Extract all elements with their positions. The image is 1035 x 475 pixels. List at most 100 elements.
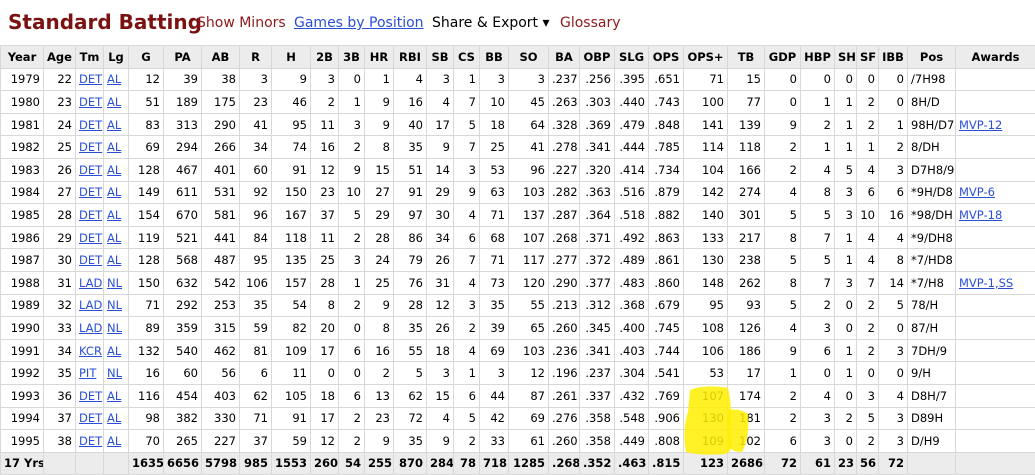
cell-link[interactable]: DET	[79, 253, 102, 267]
table-cell: 100	[684, 91, 728, 114]
glossary-link[interactable]: Glossary	[560, 15, 621, 31]
table-cell: 37	[240, 430, 272, 453]
column-header[interactable]: 3B	[339, 46, 365, 69]
column-header[interactable]: IBB	[879, 46, 908, 69]
column-header[interactable]: CS	[454, 46, 480, 69]
table-cell: 28	[311, 271, 339, 294]
cell-link[interactable]: DET	[79, 208, 102, 222]
table-cell: 540	[164, 339, 202, 362]
table-cell: *9/DH8	[908, 226, 956, 249]
column-header[interactable]: TB	[728, 46, 765, 69]
cell-link[interactable]: DET	[79, 118, 102, 132]
column-header[interactable]: H	[272, 46, 311, 69]
column-header[interactable]: SB	[427, 46, 454, 69]
column-header[interactable]: Awards	[956, 46, 1035, 69]
cell-link[interactable]: DET	[79, 185, 102, 199]
column-header[interactable]: Pos	[908, 46, 956, 69]
table-cell: 1983	[1, 158, 44, 181]
column-header[interactable]: Lg	[104, 46, 129, 69]
cell-link[interactable]: AL	[107, 95, 121, 109]
cell-link[interactable]: DET	[79, 411, 102, 425]
column-header[interactable]: OBP	[580, 46, 615, 69]
column-header[interactable]: HBP	[801, 46, 835, 69]
cell-link[interactable]: DET	[79, 163, 102, 177]
table-cell: 290	[202, 113, 240, 136]
cell-link[interactable]: AL	[107, 185, 121, 199]
table-cell: 96	[240, 204, 272, 227]
table-cell: 53	[480, 158, 509, 181]
share-export-menu[interactable]: Share & Export ▾	[432, 15, 550, 31]
cell-link[interactable]: NL	[107, 276, 122, 290]
column-header[interactable]: RBI	[394, 46, 427, 69]
table-cell: 35	[394, 136, 427, 159]
cell-link[interactable]: DET	[79, 231, 102, 245]
cell-link[interactable]: DET	[79, 72, 102, 86]
cell-link[interactable]: AL	[107, 434, 121, 448]
column-header[interactable]: Age	[44, 46, 76, 69]
cell-link[interactable]: AL	[107, 140, 121, 154]
table-cell: 0	[879, 68, 908, 91]
cell-link[interactable]: NL	[107, 298, 122, 312]
cell-link[interactable]: AL	[107, 163, 121, 177]
table-cell: .260	[549, 430, 580, 453]
cell-link[interactable]: PIT	[79, 366, 96, 380]
table-cell: .276	[549, 407, 580, 430]
award-link[interactable]: MVP-18	[959, 208, 1002, 222]
cell-link[interactable]: AL	[107, 208, 121, 222]
table-cell: .358	[580, 407, 615, 430]
table-cell: .734	[649, 158, 684, 181]
column-header[interactable]: PA	[164, 46, 202, 69]
column-header[interactable]: OPS+	[684, 46, 728, 69]
column-header[interactable]: HR	[365, 46, 394, 69]
cell-link[interactable]: AL	[107, 253, 121, 267]
cell-link[interactable]: AL	[107, 118, 121, 132]
cell-link[interactable]: NL	[107, 366, 122, 380]
games-by-position-link[interactable]: Games by Position	[294, 15, 424, 31]
cell-link[interactable]: DET	[79, 95, 102, 109]
column-header[interactable]: SF	[857, 46, 879, 69]
award-link[interactable]: MVP-12	[959, 118, 1002, 132]
column-header[interactable]: R	[240, 46, 272, 69]
column-header[interactable]: Tm	[76, 46, 104, 69]
award-link[interactable]: MVP-6	[959, 185, 995, 199]
cell-link[interactable]: LAD	[79, 276, 102, 290]
column-header[interactable]: OPS	[649, 46, 684, 69]
column-header[interactable]: SLG	[615, 46, 649, 69]
cell-link[interactable]: AL	[107, 72, 121, 86]
column-header[interactable]: SO	[509, 46, 549, 69]
column-header[interactable]: GDP	[765, 46, 801, 69]
column-header[interactable]: AB	[202, 46, 240, 69]
award-link[interactable]: MVP-1,SS	[959, 276, 1013, 290]
table-cell: DET	[76, 136, 104, 159]
column-header[interactable]: G	[129, 46, 164, 69]
column-header[interactable]: 2B	[311, 46, 339, 69]
cell-link[interactable]: AL	[107, 344, 121, 358]
cell-link[interactable]: DET	[79, 389, 102, 403]
table-cell: 1992	[1, 362, 44, 385]
table-cell: .268	[549, 452, 580, 475]
table-cell: 3	[879, 430, 908, 453]
table-cell	[76, 452, 104, 475]
cell-link[interactable]: LAD	[79, 321, 102, 335]
column-header[interactable]: BB	[480, 46, 509, 69]
column-header[interactable]: BA	[549, 46, 580, 69]
table-cell: D/H9	[908, 430, 956, 453]
cell-link[interactable]: AL	[107, 411, 121, 425]
cell-link[interactable]: DET	[79, 140, 102, 154]
table-cell: 7	[857, 271, 879, 294]
table-cell: 0	[835, 317, 857, 340]
cell-link[interactable]: KCR	[79, 344, 102, 358]
show-minors-link[interactable]: Show Minors	[197, 15, 286, 31]
cell-link[interactable]: NL	[107, 321, 122, 335]
cell-link[interactable]: AL	[107, 389, 121, 403]
cell-link[interactable]: DET	[79, 434, 102, 448]
column-header[interactable]: Year	[1, 46, 44, 69]
cell-link[interactable]: AL	[107, 231, 121, 245]
column-header[interactable]: SH	[835, 46, 857, 69]
table-cell: 15	[728, 68, 765, 91]
cell-link[interactable]: LAD	[79, 298, 102, 312]
table-cell: 16	[879, 204, 908, 227]
table-cell: 1989	[1, 294, 44, 317]
